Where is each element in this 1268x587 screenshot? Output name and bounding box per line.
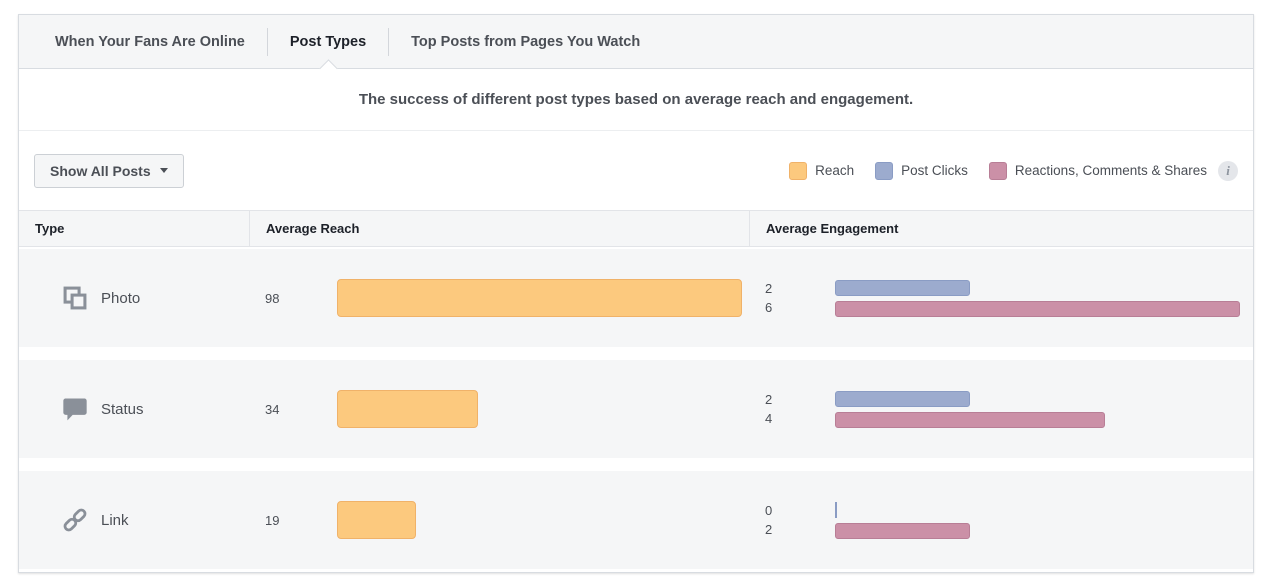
column-header-type: Type — [35, 221, 65, 236]
reactions-bar[interactable] — [835, 522, 970, 539]
average-reach-value: 34 — [265, 401, 280, 417]
reach-bar[interactable] — [337, 501, 416, 539]
legend-item-reach: Reach — [789, 161, 854, 180]
column-header-average-engagement: Average Engagement — [749, 211, 1253, 246]
post-types-panel: When Your Fans Are Online Post Types Top… — [18, 14, 1254, 573]
show-all-posts-dropdown[interactable]: Show All Posts — [34, 153, 184, 188]
reactions-bar[interactable] — [835, 411, 1105, 428]
post-clicks-bar[interactable] — [835, 501, 837, 518]
reach-bar[interactable] — [337, 390, 478, 428]
chevron-down-icon — [159, 168, 168, 173]
legend-item-reactions: Reactions, Comments & Shares i — [988, 160, 1238, 181]
post-type-rows: Photo 98 2 6 Status 34 — [19, 249, 1253, 569]
post-clicks-value: 2 — [765, 281, 773, 296]
post-clicks-value: 2 — [765, 392, 773, 407]
info-icon[interactable]: i — [1218, 160, 1238, 181]
average-reach-value: 98 — [265, 290, 280, 306]
post-type-label: Photo — [101, 289, 141, 307]
table-header: Type Average Reach Average Engagement — [19, 210, 1253, 247]
post-clicks-swatch-icon — [875, 161, 894, 180]
reach-swatch-icon — [789, 161, 808, 180]
post-clicks-bar[interactable] — [835, 279, 970, 296]
column-header-average-reach: Average Reach — [249, 211, 749, 246]
reach-bar[interactable] — [337, 279, 742, 317]
reactions-bar[interactable] — [835, 300, 1240, 317]
post-type-label: Link — [101, 511, 129, 529]
reactions-value: 2 — [765, 522, 773, 537]
tab-top-posts-from-pages-you-watch[interactable]: Top Posts from Pages You Watch — [411, 33, 641, 50]
reactions-value: 4 — [765, 411, 773, 426]
table-row: Link 19 0 2 — [19, 471, 1253, 569]
table-row: Photo 98 2 6 — [19, 249, 1253, 347]
status-icon — [61, 395, 89, 423]
table-row: Status 34 2 4 — [19, 360, 1253, 458]
insights-tabbar: When Your Fans Are Online Post Types Top… — [19, 15, 1253, 69]
photo-icon — [61, 284, 89, 312]
reactions-swatch-icon — [988, 161, 1007, 180]
tab-divider — [388, 27, 390, 56]
chart-legend: Reach Post Clicks Reactions, Comments & … — [789, 160, 1238, 181]
post-type-label: Status — [101, 400, 144, 418]
tab-when-your-fans-are-online[interactable]: When Your Fans Are Online — [55, 33, 245, 50]
post-clicks-value: 0 — [765, 503, 773, 518]
post-clicks-bar[interactable] — [835, 390, 970, 407]
average-reach-value: 19 — [265, 512, 280, 528]
link-icon — [61, 506, 89, 534]
panel-subtitle: The success of different post types base… — [19, 69, 1253, 131]
controls-row: Show All Posts Reach Post Clicks Reactio… — [19, 131, 1253, 210]
tab-post-types[interactable]: Post Types — [268, 15, 388, 68]
reactions-value: 6 — [765, 300, 773, 315]
legend-item-post-clicks: Post Clicks — [875, 161, 968, 180]
